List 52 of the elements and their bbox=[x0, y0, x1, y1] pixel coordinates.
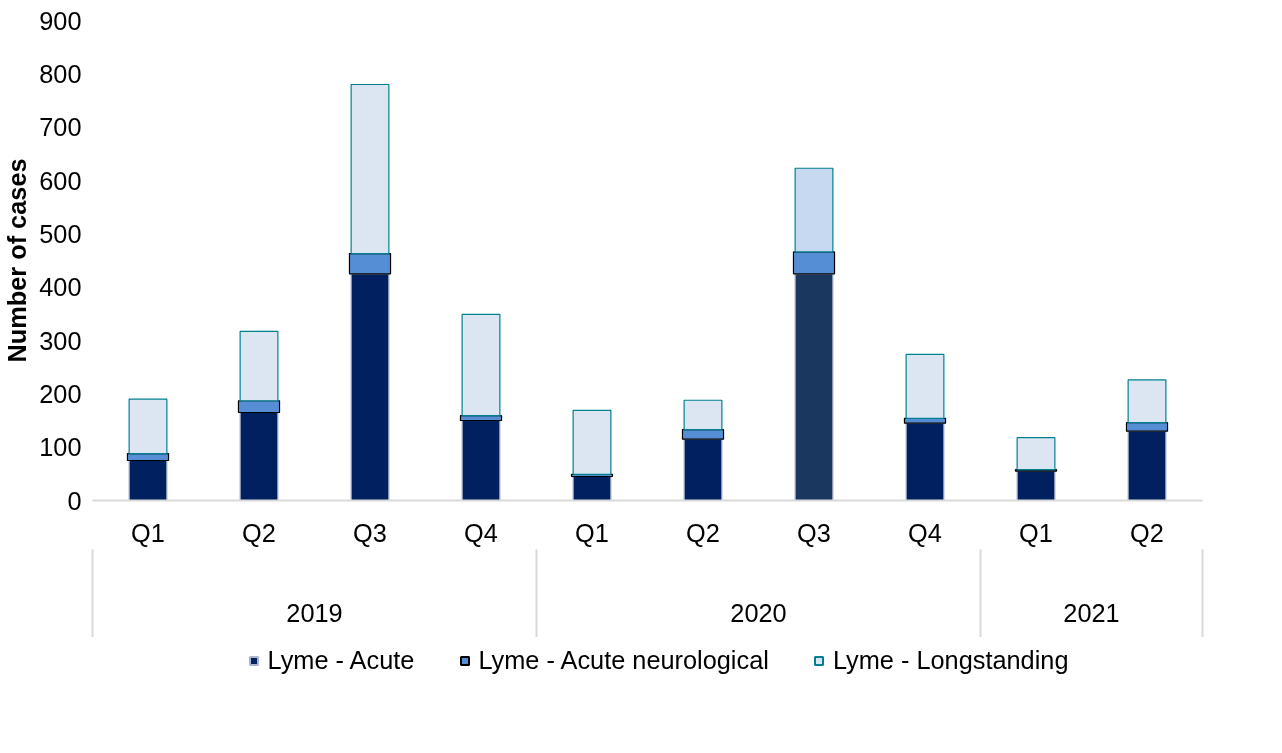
text: 2019 bbox=[286, 598, 343, 627]
bar bbox=[792, 251, 836, 275]
bar bbox=[683, 399, 723, 431]
x-tick-label: Q4 bbox=[464, 518, 498, 547]
y-tick-label: 700 bbox=[39, 113, 82, 142]
y-tick-label: 200 bbox=[39, 379, 82, 408]
x-tick-label: Q3 bbox=[353, 518, 387, 547]
y-tick-label: 600 bbox=[39, 166, 82, 195]
bar bbox=[128, 398, 168, 455]
legend-label: Lyme - Acute neurological bbox=[478, 645, 769, 675]
x-tick-label: Q2 bbox=[242, 518, 276, 547]
text: 2020 bbox=[730, 598, 787, 627]
x-tick-label: Q2 bbox=[1130, 518, 1164, 547]
y-tick-label: 300 bbox=[39, 326, 82, 355]
bar bbox=[683, 438, 723, 501]
y-tick-label: 100 bbox=[39, 433, 82, 462]
y-tick-label: 800 bbox=[39, 59, 82, 88]
x-tick-label: Q1 bbox=[1019, 518, 1053, 547]
bar bbox=[905, 353, 945, 419]
bar bbox=[239, 330, 279, 402]
bar bbox=[128, 459, 168, 501]
bar bbox=[350, 273, 390, 501]
bar bbox=[461, 419, 501, 501]
bar bbox=[794, 273, 834, 501]
y-tick-label: 0 bbox=[67, 486, 82, 515]
y-tick-label: 400 bbox=[39, 273, 82, 302]
bar bbox=[794, 167, 834, 253]
bar bbox=[1127, 379, 1167, 424]
bar bbox=[237, 400, 281, 414]
y-tick-label: 500 bbox=[39, 219, 82, 248]
legend-label: Lyme - Longstanding bbox=[832, 645, 1069, 675]
legend-label: Lyme - Acute bbox=[267, 645, 415, 675]
y-tick-label: 900 bbox=[39, 6, 82, 35]
bar bbox=[239, 411, 279, 501]
bar bbox=[1125, 422, 1169, 432]
text: 2021 bbox=[1063, 598, 1120, 627]
x-tick-label: Q4 bbox=[908, 518, 942, 547]
bar bbox=[350, 83, 390, 255]
bar bbox=[1016, 436, 1056, 471]
x-tick-label: Q1 bbox=[131, 518, 165, 547]
bar bbox=[461, 313, 501, 417]
bar bbox=[1127, 430, 1167, 501]
y-axis-title: Number of cases bbox=[3, 158, 32, 363]
bar bbox=[348, 252, 392, 275]
x-tick-label: Q2 bbox=[686, 518, 720, 547]
bar bbox=[572, 475, 612, 501]
bar bbox=[681, 428, 725, 440]
bar bbox=[1016, 470, 1056, 501]
bar bbox=[905, 422, 945, 501]
bar bbox=[572, 409, 612, 475]
x-tick-label: Q3 bbox=[797, 518, 831, 547]
x-tick-label: Q1 bbox=[575, 518, 609, 547]
